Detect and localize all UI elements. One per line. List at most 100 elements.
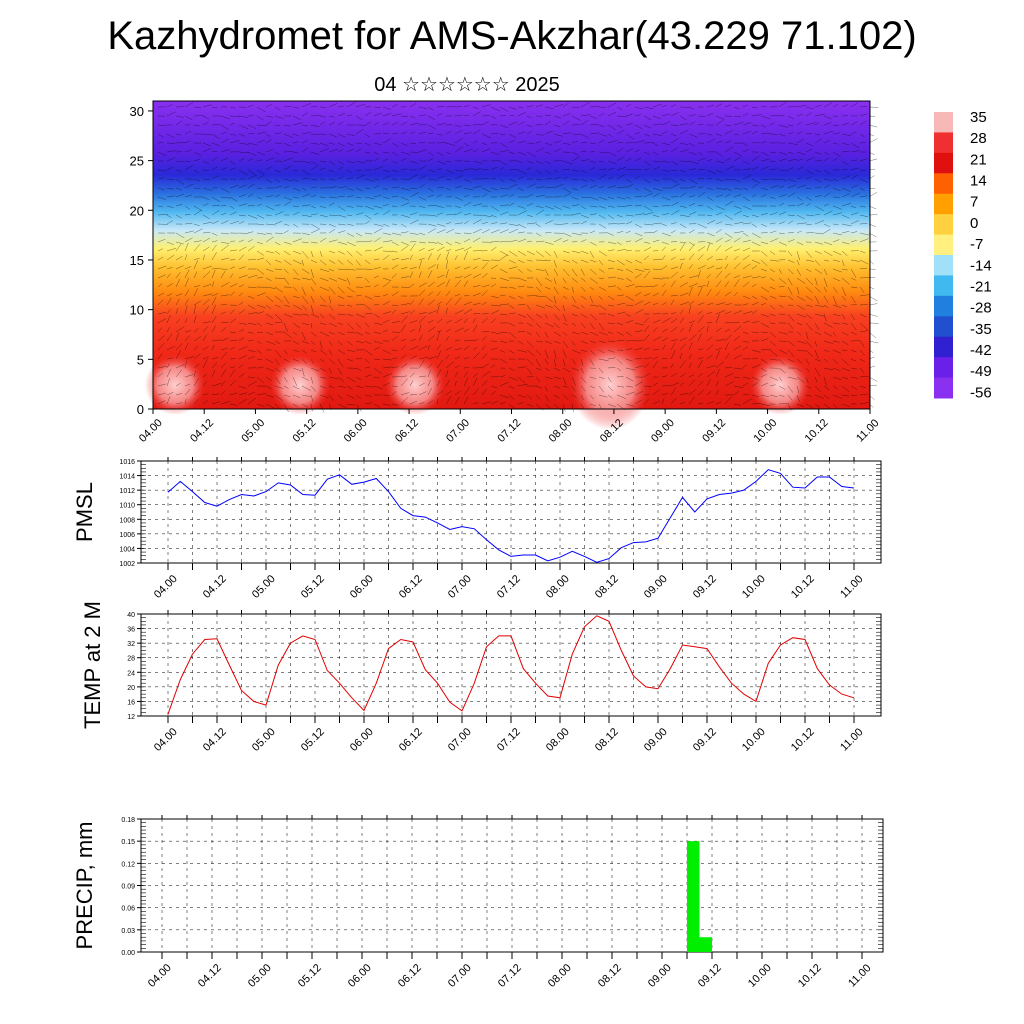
wind-arrow xyxy=(229,291,236,297)
wind-arrow xyxy=(499,142,508,148)
wind-arrow xyxy=(796,340,807,344)
wind-arrow xyxy=(499,381,509,387)
wind-arrow xyxy=(265,313,273,319)
wind-arrow xyxy=(589,142,596,145)
wind-arrow xyxy=(733,262,741,270)
wind-arrow xyxy=(247,295,255,299)
wind-arrow xyxy=(427,370,431,378)
wind-arrow xyxy=(301,385,311,391)
wind-arrow xyxy=(832,349,842,354)
wind-arrow xyxy=(472,185,482,189)
wind-arrow xyxy=(301,259,304,266)
wind-arrow xyxy=(607,367,616,369)
wind-arrow xyxy=(256,203,262,207)
wind-arrow xyxy=(238,246,247,252)
wind-arrow xyxy=(823,358,829,363)
wind-arrow xyxy=(436,112,443,117)
wind-arrow xyxy=(706,391,712,396)
wind-arrow xyxy=(643,223,654,226)
wind-arrow xyxy=(715,140,723,144)
wind-arrow xyxy=(238,133,246,137)
wind-arrow xyxy=(517,223,526,229)
wind-arrow xyxy=(598,223,607,229)
wind-arrow xyxy=(634,223,643,228)
wind-arrow xyxy=(175,393,183,396)
wind-arrow xyxy=(562,403,566,412)
wind-arrow xyxy=(301,177,310,180)
wind-arrow xyxy=(301,367,305,377)
wind-arrow xyxy=(562,169,570,171)
wind-arrow xyxy=(391,250,398,253)
wind-arrow xyxy=(742,104,748,108)
wind-arrow xyxy=(184,140,191,144)
wind-arrow xyxy=(562,132,572,135)
wind-arrow xyxy=(193,345,199,351)
wind-arrow xyxy=(850,102,858,108)
y-axis-label: PRECIP, mm xyxy=(72,822,97,950)
wind-arrow xyxy=(643,268,650,270)
wind-arrow xyxy=(814,178,822,183)
wind-arrow xyxy=(400,315,408,324)
x-tick-label: 08.00 xyxy=(544,573,572,601)
wind-arrow xyxy=(247,349,256,353)
wind-arrow xyxy=(598,358,609,362)
wind-arrow xyxy=(661,213,670,216)
wind-arrow xyxy=(517,131,526,135)
wind-arrow xyxy=(382,281,390,288)
wind-arrow xyxy=(769,331,777,338)
wind-arrow xyxy=(283,367,288,373)
wind-arrow xyxy=(733,187,743,190)
wind-arrow xyxy=(814,349,819,359)
wind-arrow xyxy=(229,196,238,202)
wind-arrow xyxy=(643,373,650,378)
wind-arrow xyxy=(481,133,492,139)
wind-arrow xyxy=(184,165,194,171)
wind-arrow xyxy=(355,169,362,171)
wind-arrow xyxy=(490,390,496,396)
wind-arrow xyxy=(247,231,254,234)
wind-arrow xyxy=(211,325,216,333)
y-tick-label: 1008 xyxy=(119,517,135,524)
wind-arrow xyxy=(535,250,544,258)
wind-arrow xyxy=(589,349,596,356)
wind-arrow xyxy=(616,259,625,266)
wind-arrow xyxy=(409,187,418,189)
wind-arrow xyxy=(760,141,767,144)
wind-arrow xyxy=(751,232,761,239)
wind-arrow xyxy=(319,259,327,266)
wind-arrow xyxy=(346,295,353,298)
wind-arrow xyxy=(427,132,434,135)
wind-arrow xyxy=(706,280,710,288)
wind-arrow xyxy=(229,346,235,351)
wind-arrow xyxy=(688,320,695,324)
wind-arrow xyxy=(832,142,839,145)
wind-arrow xyxy=(805,403,813,409)
wind-arrow xyxy=(535,178,543,181)
wind-arrow xyxy=(508,250,518,257)
wind-arrow xyxy=(634,238,643,243)
wind-arrow xyxy=(679,343,686,351)
wind-arrow xyxy=(544,376,553,379)
wind-arrow xyxy=(661,255,666,261)
wind-arrow xyxy=(697,315,704,324)
wind-arrow xyxy=(589,167,595,171)
wind-arrow xyxy=(481,273,488,279)
wind-arrow xyxy=(184,317,188,324)
wind-arrow xyxy=(202,299,210,306)
wind-arrow xyxy=(157,400,166,405)
wind-arrow xyxy=(859,375,869,378)
wind-arrow xyxy=(382,366,393,369)
wind-arrow xyxy=(535,169,542,174)
wind-arrow xyxy=(517,313,526,318)
wind-arrow xyxy=(418,311,427,315)
wind-arrow xyxy=(715,151,723,157)
wind-arrow xyxy=(742,398,752,405)
wind-arrow xyxy=(310,313,320,318)
wind-arrow xyxy=(832,394,842,399)
wind-arrow xyxy=(193,169,200,174)
wind-arrow xyxy=(580,277,587,282)
wind-arrow xyxy=(760,106,767,108)
wind-arrow xyxy=(787,349,795,358)
wind-arrow xyxy=(391,186,400,189)
wind-arrow xyxy=(409,254,413,261)
